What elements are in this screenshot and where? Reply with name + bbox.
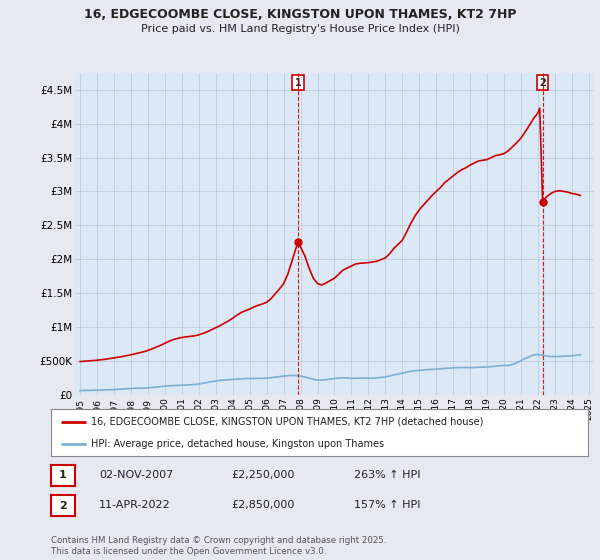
- Text: 1: 1: [59, 470, 67, 480]
- Text: 157% ↑ HPI: 157% ↑ HPI: [354, 500, 421, 510]
- Text: £2,850,000: £2,850,000: [231, 500, 295, 510]
- Text: 2: 2: [539, 78, 546, 87]
- Text: Contains HM Land Registry data © Crown copyright and database right 2025.
This d: Contains HM Land Registry data © Crown c…: [51, 536, 386, 556]
- Text: 263% ↑ HPI: 263% ↑ HPI: [354, 470, 421, 480]
- Text: 11-APR-2022: 11-APR-2022: [99, 500, 171, 510]
- Text: £2,250,000: £2,250,000: [231, 470, 295, 480]
- Text: 16, EDGECOOMBE CLOSE, KINGSTON UPON THAMES, KT2 7HP (detached house): 16, EDGECOOMBE CLOSE, KINGSTON UPON THAM…: [91, 417, 484, 427]
- Text: Price paid vs. HM Land Registry's House Price Index (HPI): Price paid vs. HM Land Registry's House …: [140, 24, 460, 34]
- Text: 1: 1: [295, 78, 301, 87]
- Text: 16, EDGECOOMBE CLOSE, KINGSTON UPON THAMES, KT2 7HP: 16, EDGECOOMBE CLOSE, KINGSTON UPON THAM…: [84, 8, 516, 21]
- Text: HPI: Average price, detached house, Kingston upon Thames: HPI: Average price, detached house, King…: [91, 438, 385, 449]
- Text: 02-NOV-2007: 02-NOV-2007: [99, 470, 173, 480]
- Text: 2: 2: [59, 501, 67, 511]
